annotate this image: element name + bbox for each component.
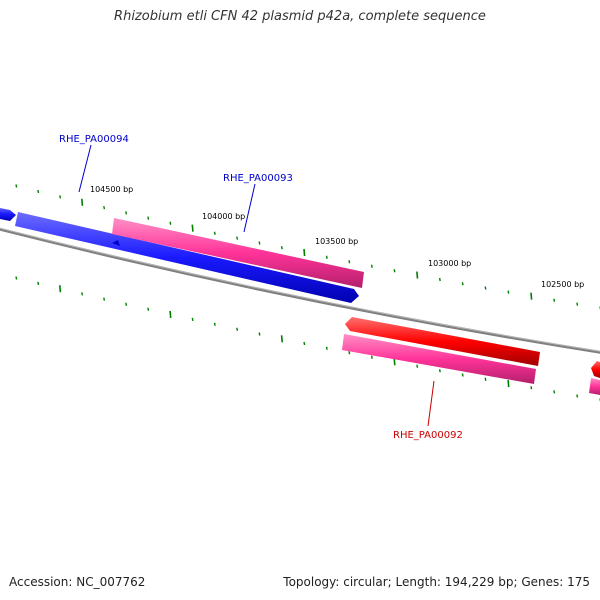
major-tick xyxy=(280,335,283,343)
minor-tick xyxy=(576,394,579,398)
minor-tick xyxy=(325,346,328,350)
minor-tick xyxy=(125,302,128,306)
minor-tick xyxy=(280,246,283,250)
minor-tick xyxy=(147,216,150,220)
major-tick xyxy=(393,358,396,366)
minor-tick xyxy=(37,189,40,194)
minor-tick xyxy=(348,260,351,264)
minor-tick xyxy=(15,184,18,188)
summary-text: Topology: circular; Length: 194,229 bp; … xyxy=(283,575,590,589)
minor-tick xyxy=(416,364,419,368)
minor-tick xyxy=(484,286,487,290)
minor-tick xyxy=(103,297,106,301)
cds-arrow-rhe-pa00095[interactable] xyxy=(0,207,16,221)
minor-tick xyxy=(576,302,579,306)
minor-tick xyxy=(147,307,150,311)
cds-arrow-rhe-pa00094[interactable] xyxy=(15,212,359,303)
bp-tick-label: 102500 bp xyxy=(541,280,584,289)
minor-tick xyxy=(213,231,216,235)
minor-tick xyxy=(258,332,261,336)
bp-tick-label: 103500 bp xyxy=(315,237,358,246)
minor-tick xyxy=(169,221,172,225)
gene-label-rhe-pa00094[interactable]: RHE_PA00094 xyxy=(59,134,129,145)
minor-tick xyxy=(438,277,441,282)
minor-tick xyxy=(125,211,128,215)
minor-tick xyxy=(553,390,556,394)
minor-tick xyxy=(393,269,396,273)
gene-bar-rhe-pa00092[interactable] xyxy=(342,334,536,384)
callout-line-rhe-pa00092 xyxy=(427,380,435,427)
gene-bar-rhe-pa00093[interactable] xyxy=(112,218,364,288)
minor-tick xyxy=(59,195,62,199)
minor-tick xyxy=(103,205,106,210)
minor-tick xyxy=(258,241,261,245)
minor-tick xyxy=(370,355,373,359)
plasmid-backbone xyxy=(0,227,600,354)
minor-tick xyxy=(37,281,40,286)
callout-line-rhe-pa00093 xyxy=(243,183,256,233)
major-tick xyxy=(507,380,510,388)
minor-tick xyxy=(461,373,464,377)
minor-tick xyxy=(461,282,464,286)
cds-arrow-overlap-chevron xyxy=(112,240,120,246)
minor-tick xyxy=(81,292,84,296)
minor-tick xyxy=(370,264,373,268)
minor-tick xyxy=(348,351,351,355)
bp-tick-label: 103000 bp xyxy=(428,259,471,268)
lower-tick-marks xyxy=(15,276,600,402)
upper-tick-marks xyxy=(15,184,600,310)
major-tick xyxy=(59,285,62,293)
minor-tick xyxy=(236,327,239,331)
bp-tick-label: 104500 bp xyxy=(90,185,133,194)
map-title: Rhizobium etli CFN 42 plasmid p42a, comp… xyxy=(114,9,486,24)
cds-arrow-rhe-pa00092[interactable] xyxy=(345,317,540,366)
minor-tick xyxy=(484,377,487,381)
major-tick xyxy=(169,310,172,318)
minor-tick xyxy=(553,298,556,302)
major-tick xyxy=(81,198,84,206)
major-tick xyxy=(191,224,194,232)
major-tick xyxy=(303,248,306,257)
minor-tick xyxy=(530,386,533,390)
major-tick xyxy=(530,292,533,300)
minor-tick xyxy=(236,236,239,240)
minor-tick xyxy=(438,369,441,373)
minor-tick xyxy=(213,322,216,326)
gene-label-rhe-pa00092[interactable]: RHE_PA00092 xyxy=(393,430,463,441)
minor-tick xyxy=(507,290,510,294)
bp-tick-label: 104000 bp xyxy=(202,212,245,221)
minor-tick xyxy=(325,255,328,259)
minor-tick xyxy=(15,276,18,280)
minor-tick xyxy=(303,341,306,346)
major-tick xyxy=(416,271,419,279)
gene-label-rhe-pa00093[interactable]: RHE_PA00093 xyxy=(223,173,293,184)
accession-text: Accession: NC_007762 xyxy=(9,575,146,589)
callout-line-rhe-pa00094 xyxy=(78,144,92,193)
cds-arrow-rhe-pa00091-partial[interactable] xyxy=(591,361,600,378)
minor-tick xyxy=(191,317,194,322)
gene-bar-rhe-pa00091-partial[interactable] xyxy=(589,378,600,395)
plasmid-backbone-highlight xyxy=(0,227,600,352)
